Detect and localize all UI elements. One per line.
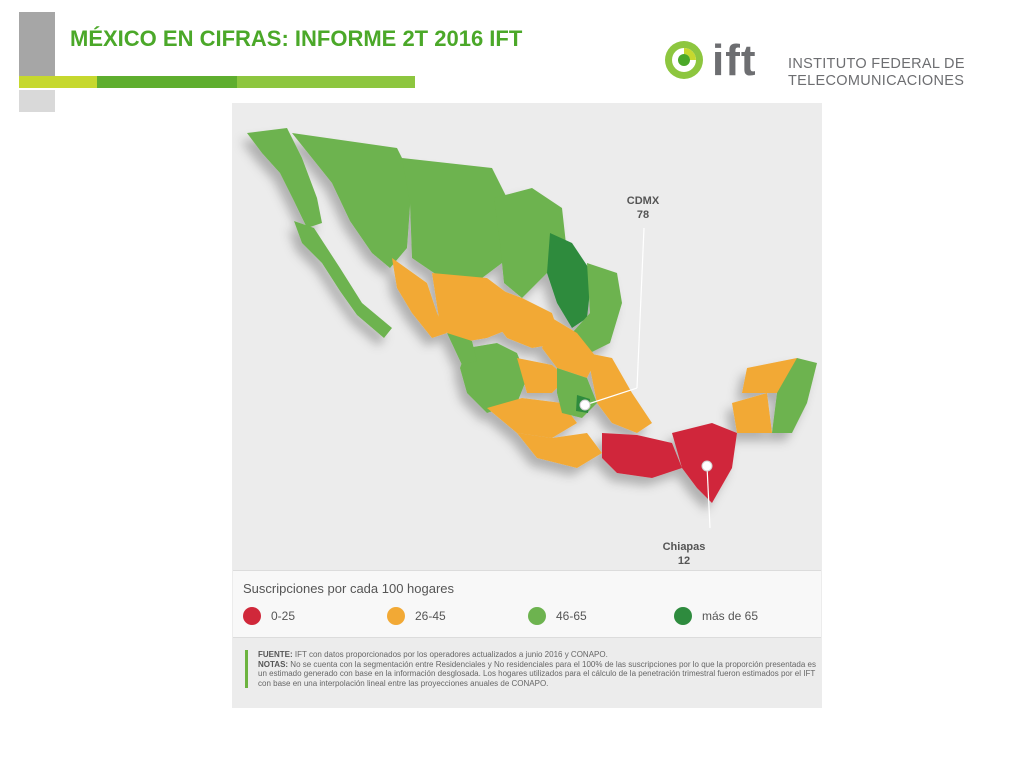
- cdmx-callout-line: [636, 227, 645, 389]
- region-sinaloa: [392, 258, 447, 338]
- region-chihuahua: [402, 158, 507, 278]
- region-guanajuato: [517, 358, 567, 393]
- legend-dot-red-icon: [243, 607, 261, 625]
- legend-title: Suscripciones por cada 100 hogares: [243, 581, 455, 596]
- region-campeche: [732, 393, 772, 433]
- cdmx-marker: [579, 399, 591, 411]
- legend-dot-lightgreen-icon: [528, 607, 546, 625]
- logo-name-line1: INSTITUTO FEDERAL DE: [788, 56, 965, 72]
- mexico-map: [247, 128, 817, 529]
- header-gray-block-small: [19, 90, 55, 112]
- chiapas-value: 12: [677, 555, 691, 567]
- source-notes: FUENTE: IFT con datos proporcionados por…: [245, 650, 823, 688]
- region-baja-california-sur: [294, 221, 392, 338]
- source-label: FUENTE:: [258, 650, 293, 659]
- header-gray-block: [19, 12, 55, 76]
- legend-dot-orange-icon: [387, 607, 405, 625]
- region-sonora: [292, 133, 412, 268]
- legend-label: 26-45: [415, 609, 446, 623]
- legend-item-26-45: 26-45: [387, 607, 446, 625]
- notes-text: No se cuenta con la segmentación entre R…: [258, 659, 816, 688]
- source-line: FUENTE: IFT con datos proporcionados por…: [258, 650, 823, 660]
- cdmx-label: CDMX: [626, 195, 660, 207]
- legend-item-0-25: 0-25: [243, 607, 295, 625]
- region-san-luis-potosi: [542, 318, 597, 378]
- header-bar-green: [97, 76, 237, 88]
- chiapas-callout: Chiapas 12: [652, 540, 716, 568]
- region-guerrero: [517, 433, 602, 468]
- legend-item-65-plus: más de 65: [674, 607, 758, 625]
- logo-name-line2: TELECOMUNICACIONES: [788, 73, 965, 89]
- cdmx-callout-line-2: [584, 387, 638, 406]
- legend-item-46-65: 46-65: [528, 607, 587, 625]
- region-oaxaca: [602, 433, 682, 478]
- source-text: IFT con datos proporcionados por los ope…: [292, 650, 608, 659]
- region-puebla-veracruz: [587, 353, 652, 433]
- cdmx-value: 78: [636, 209, 650, 221]
- logo-institution-name: INSTITUTO FEDERAL DE TELECOMUNICACIONES: [788, 56, 965, 90]
- chiapas-callout-line: [706, 465, 711, 529]
- logo-ift-text: ift: [712, 36, 757, 85]
- header-bar-lime: [19, 76, 97, 88]
- legend-label: 46-65: [556, 609, 587, 623]
- legend-label: más de 65: [702, 609, 759, 623]
- header-bar-lightgreen: [237, 76, 415, 88]
- notes-label: NOTAS:: [258, 659, 289, 669]
- ift-logo-icon: [665, 41, 703, 79]
- chiapas-label: Chiapas: [662, 541, 706, 553]
- legend-label: 0-25: [271, 609, 296, 623]
- notes-line: NOTAS: No se cuenta con la segmentación …: [258, 660, 823, 689]
- legend: Suscripciones por cada 100 hogares 0-25 …: [233, 570, 821, 638]
- region-quintana-roo: [772, 358, 817, 433]
- region-baja-california: [247, 128, 322, 228]
- region-zacatecas: [482, 283, 562, 348]
- cdmx-callout: CDMX 78: [618, 194, 668, 222]
- slide-title: MÉXICO EN CIFRAS: INFORME 2T 2016 IFT: [70, 26, 523, 51]
- region-nuevo-leon: [547, 233, 592, 328]
- region-nayarit: [447, 333, 477, 365]
- legend-dot-darkgreen-icon: [674, 607, 692, 625]
- region-michoacan: [487, 398, 577, 438]
- region-tamaulipas: [572, 263, 622, 353]
- chiapas-marker: [701, 460, 713, 472]
